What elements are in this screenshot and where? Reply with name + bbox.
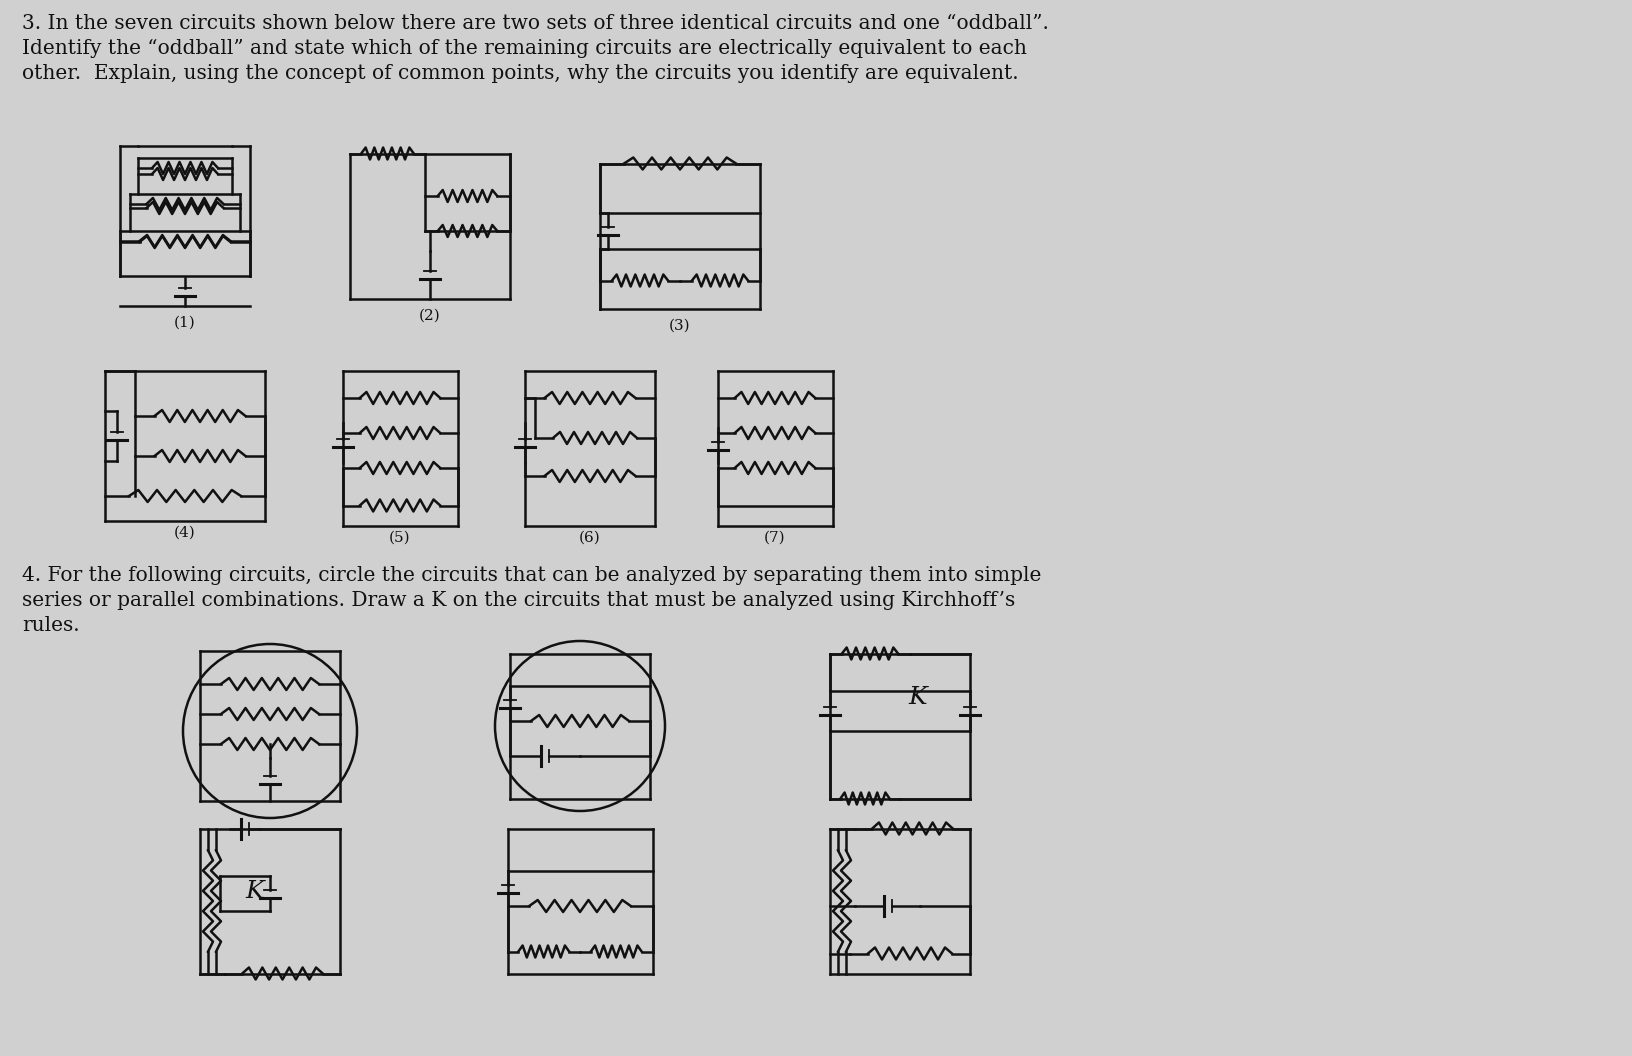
Text: (1): (1) <box>175 316 196 329</box>
Text: K: K <box>909 686 927 710</box>
Text: 4. For the following circuits, circle the circuits that can be analyzed by separ: 4. For the following circuits, circle th… <box>21 566 1041 635</box>
Text: (4): (4) <box>175 526 196 540</box>
Text: (7): (7) <box>764 531 787 545</box>
Text: (3): (3) <box>669 319 690 333</box>
Text: K: K <box>246 880 264 903</box>
Text: (5): (5) <box>388 531 411 545</box>
Text: (6): (6) <box>579 531 601 545</box>
Text: 3. In the seven circuits shown below there are two sets of three identical circu: 3. In the seven circuits shown below the… <box>21 14 1049 83</box>
Text: (2): (2) <box>419 309 441 323</box>
